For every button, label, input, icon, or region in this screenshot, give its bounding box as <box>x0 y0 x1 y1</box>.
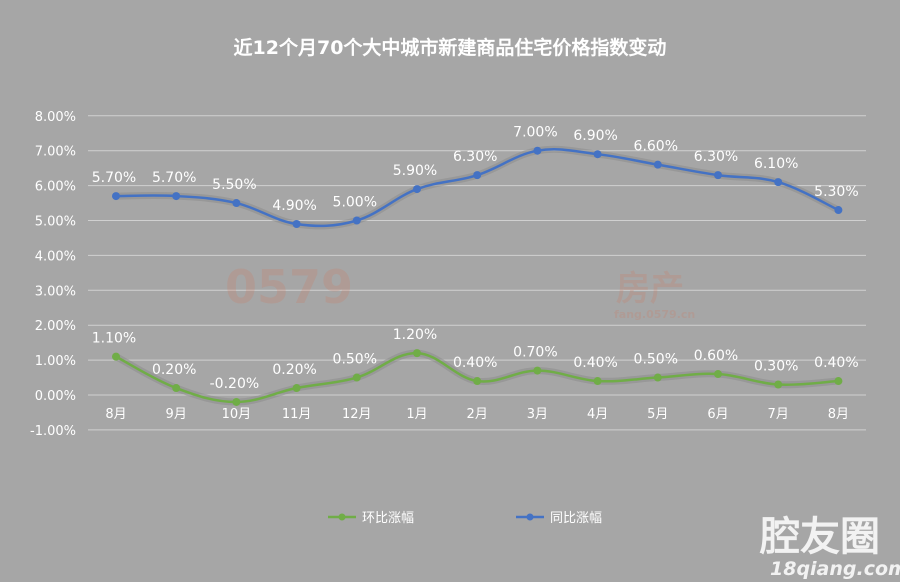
x-tick-label: 7月 <box>768 407 789 422</box>
data-label-mom: -0.20% <box>210 376 260 392</box>
data-point-yoy <box>292 219 301 228</box>
y-tick-label: 0.00% <box>35 389 76 404</box>
data-label-yoy: 4.90% <box>272 198 316 214</box>
y-axis-ticks: -1.00% 0.00% 1.00% 2.00% 3.00% 4.00% 5.00% 6.00… <box>30 110 76 439</box>
data-label-yoy: 7.00% <box>513 125 557 141</box>
legend-item-mom: 环比涨幅 <box>328 511 414 526</box>
data-point-mom <box>834 377 843 386</box>
x-tick-label: 11月 <box>282 407 312 422</box>
data-point-mom <box>473 377 482 386</box>
brand-url: 18qiang.com <box>770 558 900 580</box>
watermark-logo: 0579 <box>225 260 353 314</box>
data-label-yoy: 6.60% <box>634 139 678 155</box>
data-point-yoy <box>714 171 722 180</box>
legend-item-yoy: 同比涨幅 <box>516 511 602 526</box>
y-tick-label: 3.00% <box>35 284 76 299</box>
data-label-yoy: 5.70% <box>92 170 136 186</box>
data-label-mom: 0.50% <box>333 352 377 368</box>
chart-title: 近12个月70个大中城市新建商品住宅价格指数变动 <box>234 36 667 59</box>
y-tick-label: 7.00% <box>35 145 76 160</box>
data-point-mom <box>292 384 301 393</box>
data-label-yoy: 5.00% <box>333 195 377 211</box>
data-point-mom <box>172 384 181 393</box>
data-point-yoy <box>774 178 783 187</box>
data-point-mom <box>533 366 542 375</box>
data-label-mom: 0.40% <box>573 355 617 371</box>
data-label-yoy: 6.90% <box>573 128 617 144</box>
x-tick-label: 12月 <box>342 407 372 422</box>
data-point-mom <box>774 380 783 389</box>
data-label-yoy: 5.50% <box>212 177 256 193</box>
data-label-yoy: 5.90% <box>393 163 437 179</box>
data-point-mom <box>232 397 241 406</box>
legend-marker-yoy <box>526 513 534 521</box>
x-axis-ticks: 8月 9月 10月 11月 12月 1月 2月 3月 4月 5月 6月 7月 8月 <box>105 407 849 422</box>
data-label-yoy: 5.70% <box>152 170 196 186</box>
data-label-yoy: 6.30% <box>453 149 497 165</box>
data-point-mom <box>352 373 361 382</box>
data-point-yoy <box>473 171 482 180</box>
x-tick-label: 1月 <box>406 407 427 422</box>
data-label-yoy: 6.10% <box>754 156 798 172</box>
watermark-url: fang.0579.cn <box>614 308 695 321</box>
y-tick-label: 5.00% <box>35 215 76 230</box>
data-point-mom <box>593 377 602 386</box>
x-tick-label: 2月 <box>467 407 488 422</box>
y-tick-label: 6.00% <box>35 180 76 195</box>
x-tick-label: 8月 <box>105 407 126 422</box>
x-tick-label: 5月 <box>647 407 668 422</box>
data-label-mom: 0.40% <box>453 355 497 371</box>
data-point-yoy <box>352 216 361 225</box>
y-tick-label: 2.00% <box>35 319 76 334</box>
x-tick-label: 9月 <box>166 407 187 422</box>
data-label-mom: 0.20% <box>152 362 196 378</box>
data-point-yoy <box>232 199 241 208</box>
data-label-mom: 1.20% <box>393 327 437 343</box>
data-label-mom: 1.10% <box>92 331 136 347</box>
data-point-yoy <box>533 146 542 155</box>
data-label-yoy: 6.30% <box>694 149 738 165</box>
data-point-yoy <box>593 150 602 159</box>
data-labels: 1.10% 0.20% -0.20% 0.20% 0.50% 1.20% 0.40% 0.70… <box>92 125 859 392</box>
data-label-mom: 0.20% <box>272 362 316 378</box>
data-point-mom <box>714 370 722 379</box>
data-label-mom: 0.40% <box>814 355 858 371</box>
series-layer <box>112 145 843 406</box>
data-point-yoy <box>112 192 120 201</box>
data-point-mom <box>112 352 120 361</box>
watermark: 0579 房产 fang.0579.cn <box>225 260 695 321</box>
legend: 环比涨幅 同比涨幅 <box>328 511 602 526</box>
data-label-mom: 0.60% <box>694 348 738 364</box>
y-tick-label: 1.00% <box>35 354 76 369</box>
data-label-yoy: 5.30% <box>814 184 858 200</box>
x-tick-label: 3月 <box>527 407 548 422</box>
brand-watermark: 腔友圈 18qiang.com <box>759 514 900 580</box>
brand-name: 腔友圈 <box>759 514 880 560</box>
legend-label-mom: 环比涨幅 <box>362 511 414 526</box>
x-tick-label: 6月 <box>707 407 728 422</box>
data-point-mom <box>413 349 421 358</box>
data-label-mom: 0.70% <box>513 345 557 361</box>
data-point-yoy <box>413 185 421 194</box>
data-label-mom: 0.30% <box>754 359 798 375</box>
y-tick-label: 8.00% <box>35 110 76 125</box>
x-tick-label: 4月 <box>587 407 608 422</box>
data-point-mom <box>653 373 662 382</box>
data-label-mom: 0.50% <box>634 352 678 368</box>
data-point-yoy <box>653 160 662 169</box>
x-tick-label: 8月 <box>828 407 849 422</box>
data-point-yoy <box>172 192 181 201</box>
legend-marker-mom <box>338 513 346 521</box>
data-point-yoy <box>834 206 843 215</box>
y-tick-label: -1.00% <box>30 424 76 439</box>
legend-label-yoy: 同比涨幅 <box>550 511 602 526</box>
gridlines <box>88 115 866 431</box>
y-tick-label: 4.00% <box>35 249 76 264</box>
x-tick-label: 10月 <box>222 407 252 422</box>
watermark-subtext: 房产 <box>616 269 684 309</box>
